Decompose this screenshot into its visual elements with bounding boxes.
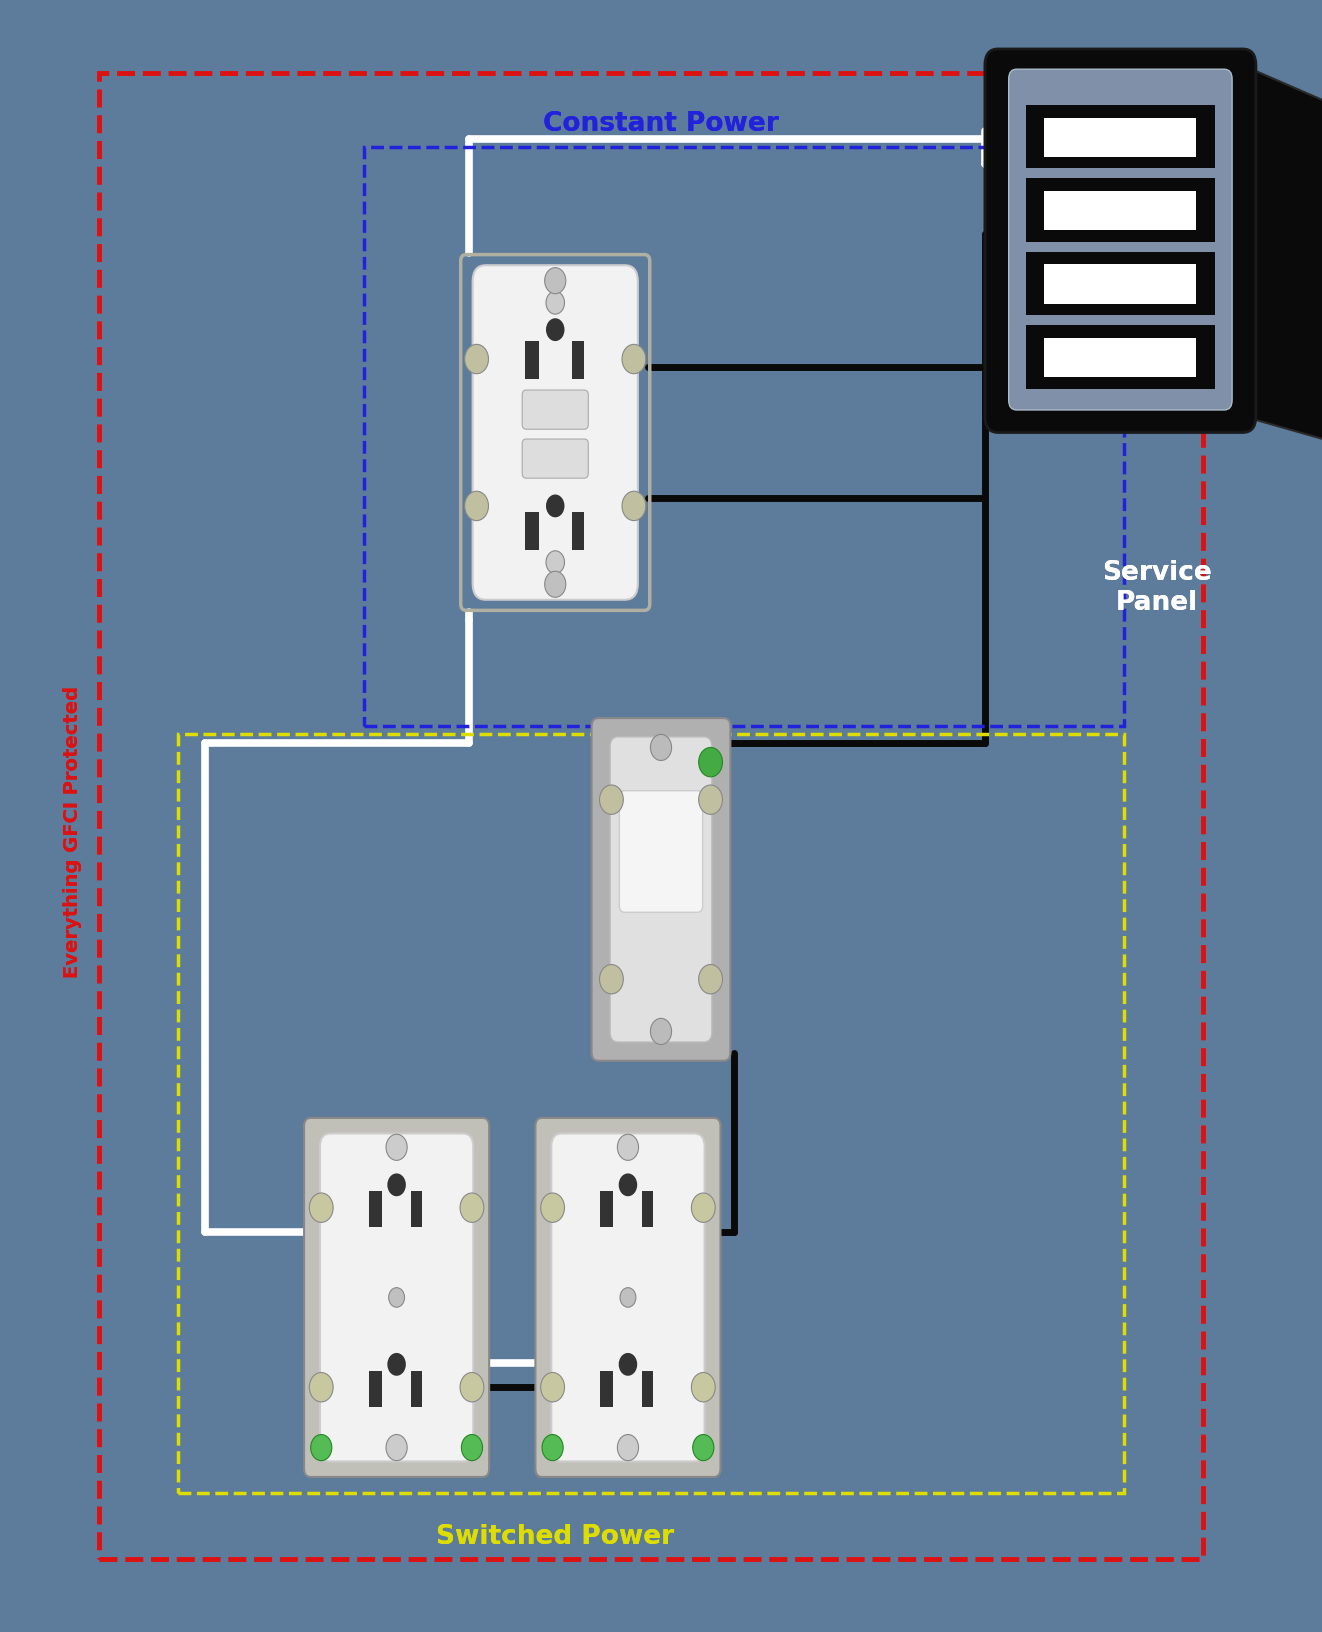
Bar xyxy=(1026,178,1215,242)
FancyBboxPatch shape xyxy=(535,1118,720,1477)
Text: Service
Panel: Service Panel xyxy=(1101,560,1212,615)
Circle shape xyxy=(386,1134,407,1160)
Circle shape xyxy=(621,344,646,374)
Bar xyxy=(525,341,539,379)
FancyBboxPatch shape xyxy=(985,49,1256,432)
Circle shape xyxy=(386,1435,407,1461)
Circle shape xyxy=(460,1193,484,1222)
Circle shape xyxy=(650,734,672,761)
Bar xyxy=(1044,338,1196,377)
FancyBboxPatch shape xyxy=(592,718,730,1061)
Circle shape xyxy=(617,1435,639,1461)
Bar xyxy=(1026,325,1215,388)
Circle shape xyxy=(311,1435,332,1461)
Circle shape xyxy=(698,747,722,777)
FancyBboxPatch shape xyxy=(320,1133,473,1462)
Bar xyxy=(369,1371,382,1407)
Bar xyxy=(369,1191,382,1227)
FancyBboxPatch shape xyxy=(522,439,588,478)
Circle shape xyxy=(461,1435,483,1461)
Circle shape xyxy=(545,268,566,294)
Circle shape xyxy=(619,1173,637,1196)
Circle shape xyxy=(546,292,564,315)
FancyBboxPatch shape xyxy=(620,792,703,912)
Circle shape xyxy=(309,1373,333,1402)
Circle shape xyxy=(545,571,566,597)
Text: Service
Panel: Service Panel xyxy=(1101,560,1212,615)
Circle shape xyxy=(546,552,564,574)
Circle shape xyxy=(619,1353,637,1376)
Text: Constant Power: Constant Power xyxy=(543,111,779,137)
Circle shape xyxy=(650,1018,672,1044)
Circle shape xyxy=(546,494,564,517)
Bar xyxy=(1026,251,1215,315)
Circle shape xyxy=(460,1373,484,1402)
Bar xyxy=(1044,264,1196,304)
Circle shape xyxy=(698,965,722,994)
Bar xyxy=(178,734,1124,1493)
Circle shape xyxy=(600,785,624,814)
Bar xyxy=(600,1371,613,1407)
Circle shape xyxy=(617,1134,639,1160)
Circle shape xyxy=(600,965,624,994)
Bar xyxy=(600,1191,613,1227)
Text: Constant Power: Constant Power xyxy=(543,111,779,137)
Text: Switched Power: Switched Power xyxy=(436,1524,674,1550)
Circle shape xyxy=(309,1193,333,1222)
Circle shape xyxy=(542,1435,563,1461)
Bar xyxy=(1044,191,1196,230)
Text: Everything GFCI Protected: Everything GFCI Protected xyxy=(63,687,82,978)
FancyBboxPatch shape xyxy=(304,1118,489,1477)
Bar xyxy=(1026,104,1215,168)
Bar xyxy=(525,512,539,550)
Text: Switched Power: Switched Power xyxy=(436,1524,674,1550)
Circle shape xyxy=(691,1193,715,1222)
Circle shape xyxy=(387,1353,406,1376)
Bar xyxy=(572,341,584,379)
Circle shape xyxy=(546,318,564,341)
Circle shape xyxy=(541,1373,564,1402)
Circle shape xyxy=(698,785,722,814)
FancyBboxPatch shape xyxy=(473,266,639,601)
FancyBboxPatch shape xyxy=(522,390,588,429)
Circle shape xyxy=(620,1288,636,1307)
Text: Everything GFCI Protected: Everything GFCI Protected xyxy=(63,687,82,978)
Bar xyxy=(642,1371,653,1407)
Circle shape xyxy=(691,1373,715,1402)
Bar xyxy=(99,73,1203,1559)
Polygon shape xyxy=(1243,65,1322,441)
Bar xyxy=(364,147,1124,726)
Circle shape xyxy=(693,1435,714,1461)
Bar xyxy=(411,1191,422,1227)
Circle shape xyxy=(465,344,489,374)
Circle shape xyxy=(465,491,489,521)
Circle shape xyxy=(621,491,646,521)
FancyBboxPatch shape xyxy=(551,1133,705,1462)
Circle shape xyxy=(389,1288,405,1307)
FancyBboxPatch shape xyxy=(1009,69,1232,410)
Bar xyxy=(572,512,584,550)
FancyBboxPatch shape xyxy=(611,738,711,1041)
Circle shape xyxy=(541,1193,564,1222)
Bar xyxy=(642,1191,653,1227)
Circle shape xyxy=(387,1173,406,1196)
Bar xyxy=(1044,118,1196,157)
Bar xyxy=(411,1371,422,1407)
